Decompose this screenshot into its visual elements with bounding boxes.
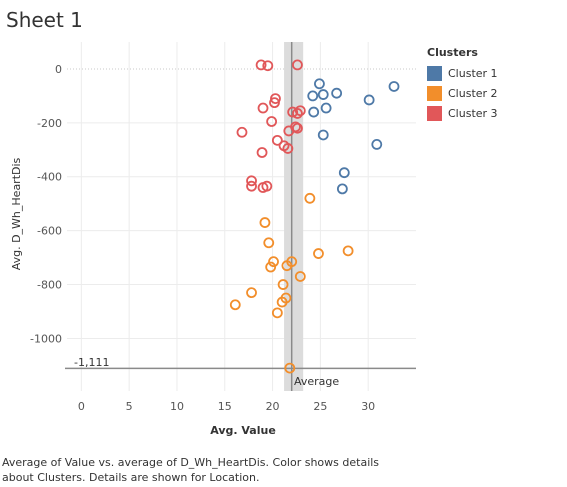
data-point-cluster-1 [307, 90, 319, 102]
data-point-cluster-2 [259, 217, 271, 228]
data-point-cluster-1 [336, 183, 348, 195]
data-point-cluster-2 [265, 261, 277, 273]
data-point-cluster-3 [283, 125, 295, 137]
x-tick-label: 10 [170, 400, 184, 413]
data-point-cluster-1 [317, 89, 329, 100]
data-point-cluster-3 [271, 134, 283, 146]
y-tick-label: -800 [37, 279, 62, 292]
data-point-cluster-1 [317, 129, 329, 141]
data-point-cluster-3 [294, 105, 306, 117]
data-point-cluster-3 [292, 59, 303, 71]
y-tick-label: -200 [37, 117, 62, 130]
x-tick-label: 30 [361, 400, 375, 413]
reference-line-label-y: -1,111 [74, 356, 109, 369]
data-points [229, 59, 400, 374]
legend-swatch [427, 65, 442, 81]
data-point-cluster-3 [261, 180, 273, 192]
data-point-cluster-3 [236, 126, 248, 138]
chart-caption: Average of Value vs. average of D_Wh_Hea… [2, 456, 380, 484]
y-tick-label: -400 [37, 171, 62, 184]
data-point-cluster-1 [320, 102, 332, 114]
data-point-cluster-2 [276, 296, 288, 308]
x-tick-label: 5 [126, 400, 133, 413]
data-point-cluster-3 [255, 59, 267, 71]
y-tick-label: 0 [55, 63, 62, 76]
data-point-cluster-3 [282, 143, 294, 154]
data-point-cluster-2 [281, 260, 293, 272]
x-tick-label: 15 [218, 400, 232, 413]
legend-title: Clusters [427, 46, 478, 59]
legend-item-label: Cluster 1 [448, 66, 498, 80]
data-point-cluster-1 [371, 139, 383, 150]
data-point-cluster-3 [269, 97, 280, 109]
x-tick-label: 20 [266, 400, 280, 413]
sheet-title: Sheet 1 [6, 8, 83, 32]
y-tick-label: -1000 [30, 332, 62, 345]
data-point-cluster-2 [342, 245, 354, 257]
data-point-cluster-3 [246, 180, 257, 192]
data-point-cluster-3 [287, 106, 299, 118]
reference-lines [65, 42, 416, 391]
legend-item-cluster-2[interactable]: Cluster 2 [427, 83, 498, 103]
data-point-cluster-2 [294, 271, 306, 282]
data-point-cluster-3 [257, 102, 269, 114]
y-tick-labels: 0 -200 -400 -600 -800 -1000 [30, 63, 62, 345]
average-band [284, 42, 304, 391]
x-tick-label: 25 [313, 400, 327, 413]
data-point-cluster-2 [277, 279, 289, 290]
data-point-cluster-2 [284, 362, 296, 374]
data-point-cluster-2 [271, 307, 283, 319]
data-point-cluster-3 [266, 116, 278, 127]
data-point-cluster-1 [314, 78, 325, 90]
data-point-cluster-1 [331, 87, 343, 99]
y-tick-label: -600 [37, 225, 62, 238]
data-point-cluster-1 [338, 167, 350, 179]
reference-band [284, 42, 304, 391]
x-tick-labels: 0 5 10 15 20 25 30 [78, 400, 375, 413]
data-point-cluster-1 [363, 94, 375, 106]
data-point-cluster-3 [262, 60, 274, 72]
legend-item-cluster-3[interactable]: Cluster 3 [427, 103, 498, 123]
y-axis-label: Avg. D_Wh_HeartDis [10, 157, 23, 270]
x-tick-label: 0 [78, 400, 85, 413]
legend-swatch [427, 85, 442, 101]
x-axis-label: Avg. Value [210, 424, 276, 437]
data-point-cluster-2 [268, 256, 279, 268]
data-point-cluster-1 [308, 106, 320, 118]
reference-line-label-average: Average [294, 375, 339, 388]
legend-item-label: Cluster 2 [448, 86, 498, 100]
data-point-cluster-2 [313, 248, 324, 259]
grid [67, 42, 416, 391]
legend-swatch [427, 105, 442, 121]
data-point-cluster-2 [229, 299, 241, 311]
data-point-cluster-2 [246, 287, 257, 299]
legend: Clusters Cluster 1 Cluster 2 Cluster 3 [427, 46, 498, 123]
data-point-cluster-2 [263, 237, 275, 249]
data-point-cluster-2 [304, 192, 316, 204]
data-point-cluster-3 [292, 108, 303, 119]
data-point-cluster-3 [256, 147, 268, 158]
legend-item-label: Cluster 3 [448, 106, 498, 120]
legend-item-cluster-1[interactable]: Cluster 1 [427, 63, 498, 83]
data-point-cluster-3 [246, 175, 257, 187]
data-point-cluster-1 [388, 81, 400, 92]
